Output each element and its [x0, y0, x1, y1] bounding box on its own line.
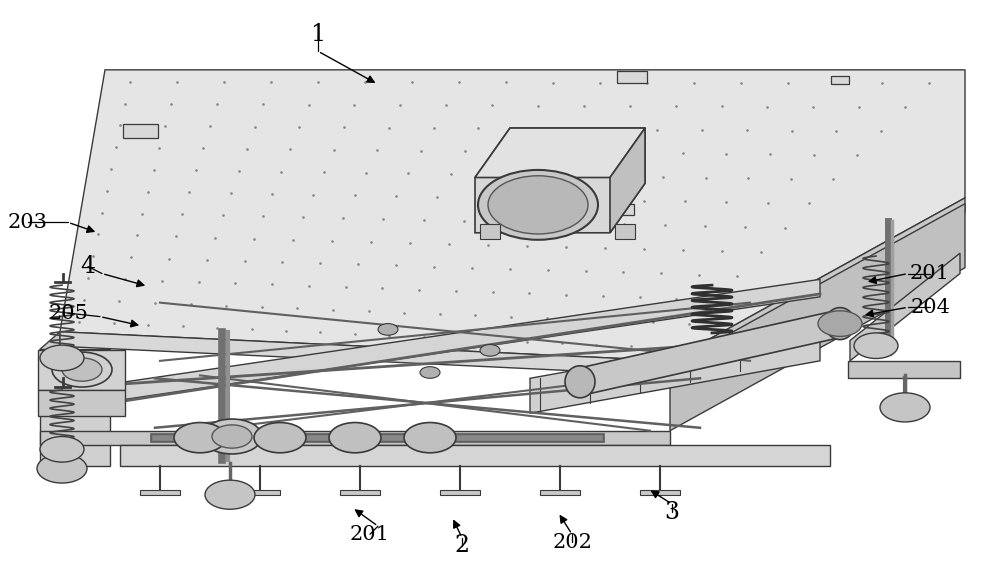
Text: 3: 3 [664, 501, 680, 524]
Circle shape [488, 176, 588, 234]
Text: 205: 205 [48, 304, 88, 322]
Polygon shape [40, 349, 110, 466]
Circle shape [212, 425, 252, 448]
Circle shape [883, 395, 927, 420]
Circle shape [254, 423, 306, 453]
Circle shape [480, 345, 500, 356]
Bar [617, 71, 647, 83]
Polygon shape [475, 128, 645, 178]
Circle shape [174, 423, 226, 453]
Text: 204: 204 [910, 298, 950, 317]
Text: 203: 203 [8, 213, 48, 232]
Polygon shape [670, 198, 965, 375]
Circle shape [404, 423, 456, 453]
Polygon shape [38, 390, 125, 416]
Polygon shape [540, 490, 580, 495]
Polygon shape [340, 490, 380, 495]
Circle shape [62, 358, 102, 381]
Circle shape [420, 367, 440, 378]
Polygon shape [610, 128, 645, 233]
Polygon shape [240, 490, 280, 495]
Ellipse shape [565, 366, 595, 398]
Polygon shape [530, 326, 820, 413]
Circle shape [818, 311, 862, 336]
Polygon shape [440, 490, 480, 495]
Text: 201: 201 [910, 264, 950, 283]
Polygon shape [848, 361, 960, 378]
Circle shape [329, 423, 381, 453]
Polygon shape [60, 70, 965, 361]
Ellipse shape [825, 307, 855, 339]
Polygon shape [580, 310, 840, 396]
Polygon shape [140, 490, 180, 495]
Circle shape [378, 324, 398, 335]
Circle shape [205, 480, 255, 509]
Circle shape [52, 352, 112, 387]
Polygon shape [40, 431, 670, 445]
Polygon shape [475, 128, 645, 233]
Text: 2: 2 [454, 534, 470, 558]
Polygon shape [850, 253, 960, 361]
Circle shape [478, 170, 598, 240]
Text: 202: 202 [552, 533, 592, 552]
Text: 1: 1 [310, 23, 326, 47]
Circle shape [40, 436, 84, 462]
Polygon shape [670, 204, 965, 431]
Polygon shape [60, 332, 670, 375]
Text: 201: 201 [350, 525, 390, 544]
Polygon shape [40, 332, 60, 364]
Circle shape [40, 345, 84, 371]
Bar [606, 204, 634, 215]
Polygon shape [38, 350, 125, 390]
Bar [615, 224, 635, 239]
Circle shape [854, 333, 898, 359]
Polygon shape [120, 445, 830, 466]
Circle shape [202, 419, 262, 454]
Polygon shape [640, 490, 680, 495]
Bar [831, 76, 849, 84]
Bar [480, 224, 500, 239]
Bar [123, 123, 158, 138]
Text: 4: 4 [80, 255, 96, 278]
Polygon shape [110, 279, 820, 402]
Circle shape [37, 454, 87, 483]
Circle shape [880, 393, 930, 422]
